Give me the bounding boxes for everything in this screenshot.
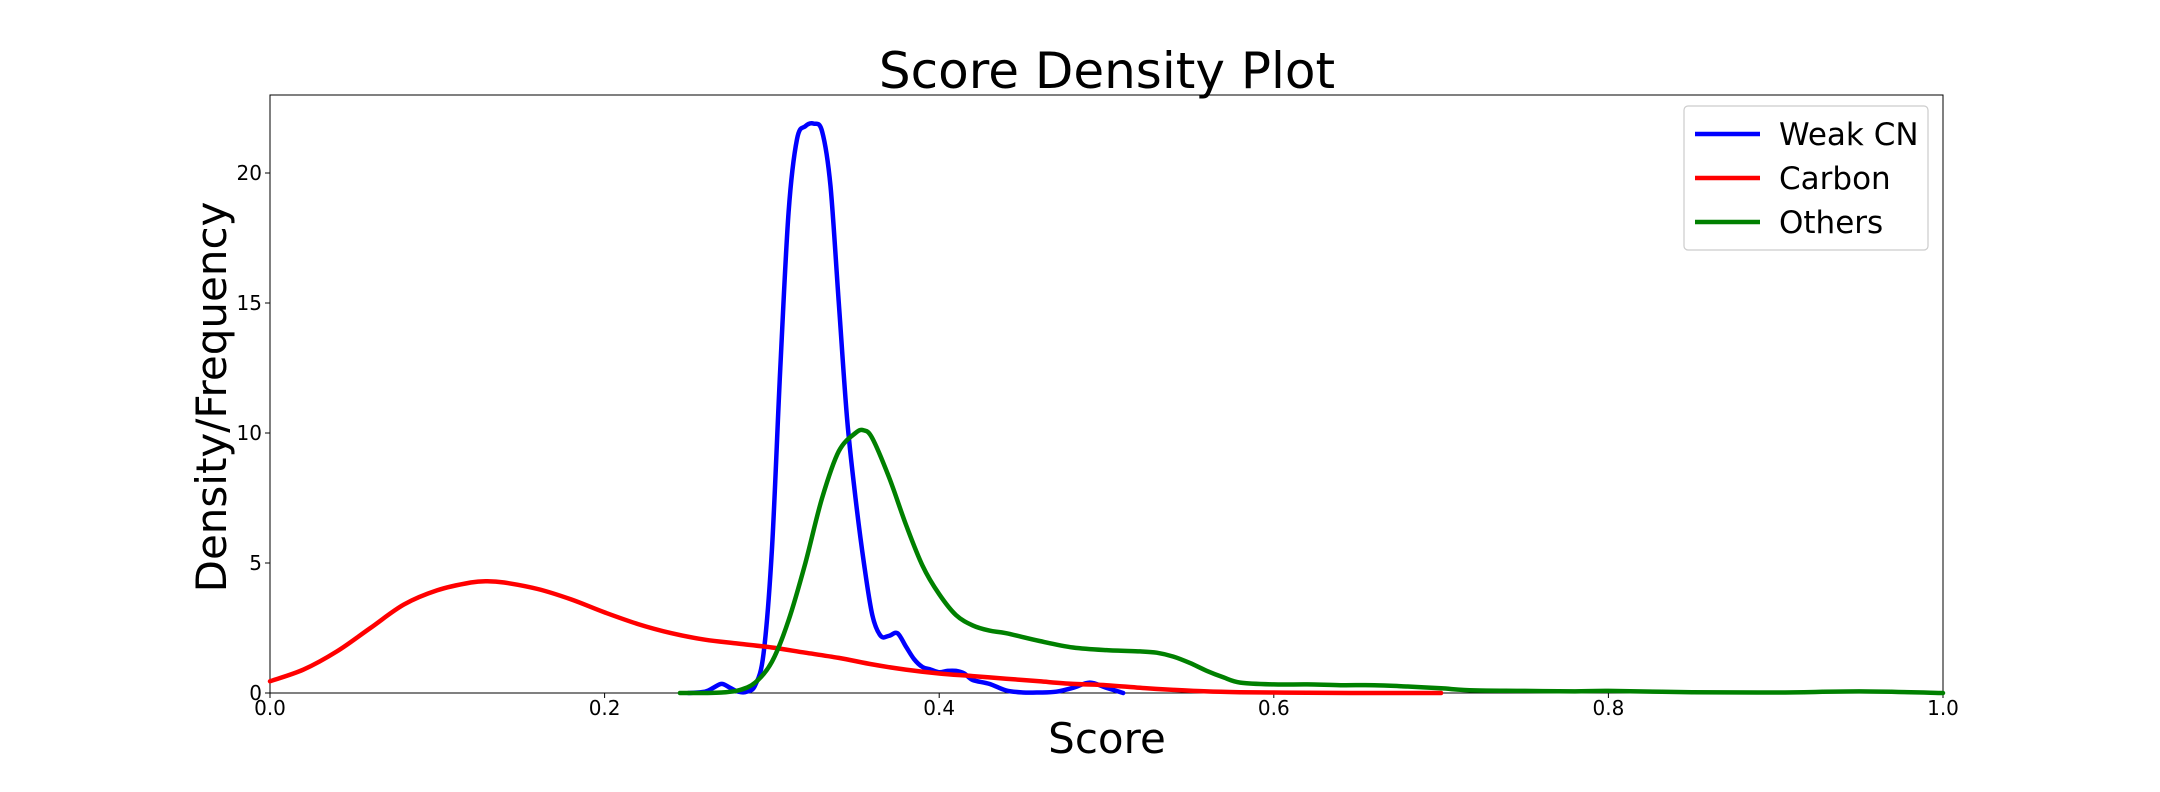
y-tick-label: 15 bbox=[237, 291, 262, 315]
y-axis-label: Density/Frequency bbox=[187, 202, 236, 593]
series-line-carbon bbox=[267, 578, 1444, 696]
x-tick-label: 0.0 bbox=[254, 696, 286, 720]
y-tick-label: 0 bbox=[249, 681, 262, 705]
y-axis-ticks: 0 5 10 15 20 bbox=[237, 161, 270, 705]
legend-label-weak-cn: Weak CN bbox=[1779, 117, 1919, 153]
x-tick-label: 0.8 bbox=[1592, 696, 1624, 720]
series-lines bbox=[267, 121, 1946, 696]
legend: Weak CN Carbon Others bbox=[1683, 105, 1929, 251]
y-tick-label: 5 bbox=[249, 551, 262, 575]
legend-label-others: Others bbox=[1779, 205, 1883, 241]
y-tick-label: 10 bbox=[237, 421, 262, 445]
plot-frame bbox=[269, 94, 1944, 694]
y-tick-label: 20 bbox=[237, 161, 262, 185]
x-axis-label: Score bbox=[1048, 714, 1166, 763]
x-axis-ticks: 0.0 0.2 0.4 0.6 0.8 1.0 bbox=[254, 693, 1959, 720]
x-tick-label: 0.2 bbox=[589, 696, 621, 720]
chart-title: Score Density Plot bbox=[879, 42, 1335, 100]
series-line-others bbox=[677, 427, 1946, 696]
x-tick-label: 1.0 bbox=[1927, 696, 1959, 720]
x-tick-label: 0.4 bbox=[923, 696, 955, 720]
x-tick-label: 0.6 bbox=[1258, 696, 1290, 720]
series-line-weak-cn bbox=[686, 121, 1126, 696]
legend-box bbox=[1683, 105, 1929, 251]
legend-label-carbon: Carbon bbox=[1779, 161, 1891, 197]
